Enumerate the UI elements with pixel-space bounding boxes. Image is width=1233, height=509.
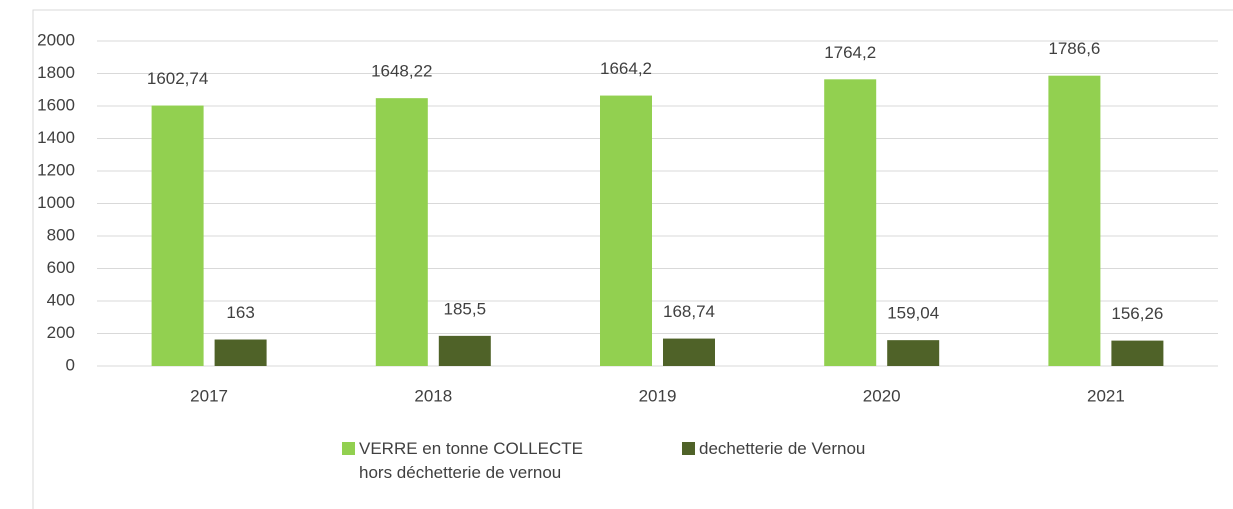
- bar: [375, 98, 428, 367]
- x-tick-label: 2018: [414, 386, 452, 405]
- legend-item: dechetterie de Vernou: [682, 437, 999, 461]
- legend-label: VERRE en tonne COLLECTE hors déchetterie…: [359, 439, 583, 482]
- y-tick-label: 600: [47, 258, 75, 277]
- bar: [824, 79, 877, 366]
- y-tick-label: 0: [66, 355, 75, 374]
- data-label: 163: [226, 303, 254, 322]
- y-tick-label: 1200: [37, 160, 75, 179]
- bar: [214, 339, 267, 366]
- data-label: 159,04: [887, 304, 939, 323]
- y-tick-label: 200: [47, 323, 75, 342]
- y-tick-label: 2000: [37, 30, 75, 49]
- x-tick-label: 2021: [1087, 386, 1125, 405]
- chart-border: [32, 9, 1233, 509]
- y-tick-label: 1800: [37, 63, 75, 82]
- data-label: 1786,6: [1048, 39, 1100, 58]
- legend-swatch: [682, 442, 695, 455]
- legend-label: dechetterie de Vernou: [699, 439, 866, 458]
- data-label: 1602,74: [147, 69, 208, 88]
- data-label: 1664,2: [600, 59, 652, 78]
- y-tick-label: 400: [47, 290, 75, 309]
- bar: [1048, 75, 1101, 367]
- bar: [1111, 340, 1164, 366]
- y-tick-label: 1000: [37, 193, 75, 212]
- legend-swatch: [342, 442, 355, 455]
- y-tick-label: 1400: [37, 128, 75, 147]
- data-label: 168,74: [663, 302, 715, 321]
- x-tick-label: 2020: [863, 386, 901, 405]
- bar: [438, 335, 491, 366]
- x-tick-label: 2017: [190, 386, 228, 405]
- legend-item: VERRE en tonne COLLECTE hors déchetterie…: [342, 437, 604, 485]
- data-label: 185,5: [444, 299, 487, 318]
- bar: [887, 340, 940, 366]
- data-label: 1648,22: [371, 62, 432, 81]
- data-label: 1764,2: [824, 43, 876, 62]
- data-label: 156,26: [1111, 304, 1163, 323]
- x-tick-label: 2019: [639, 386, 677, 405]
- y-tick-label: 1600: [37, 95, 75, 114]
- bar: [600, 95, 652, 366]
- bar: [663, 338, 715, 366]
- bar: [151, 105, 204, 366]
- y-tick-label: 800: [47, 225, 75, 244]
